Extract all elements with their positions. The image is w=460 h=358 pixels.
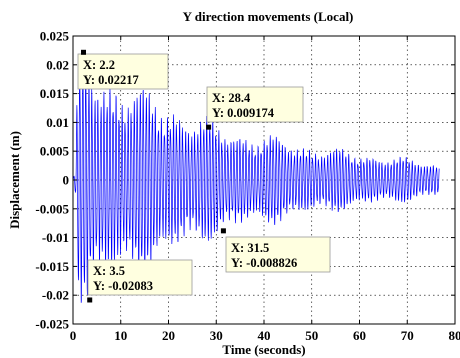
- data-tip-marker: [206, 124, 212, 130]
- x-tick-label: 60: [353, 328, 366, 343]
- data-tips: X: 2.2Y: 0.02217 X: 28.4Y: 0.009174 X: 31.…: [77, 49, 331, 303]
- data-tip-marker: [81, 49, 87, 55]
- data-tip-y-label: Y: -0.02083: [93, 279, 153, 293]
- x-tick-label: 70: [401, 328, 414, 343]
- y-axis-label: Displacement (m): [7, 131, 22, 229]
- y-tick-label: -0.015: [35, 259, 69, 274]
- data-tip-box: [77, 53, 169, 90]
- x-axis-label: Time (seconds): [222, 342, 305, 357]
- data-tip-x-label: X: 2.2: [83, 58, 115, 72]
- y-tick-label: 0.005: [40, 144, 70, 159]
- x-tick-label: 50: [305, 328, 318, 343]
- data-tip-x-label: X: 28.4: [212, 91, 251, 105]
- data-tip: X: 28.4Y: 0.009174: [206, 86, 304, 130]
- data-tip-box: [225, 236, 331, 273]
- x-tick-label: 30: [210, 328, 223, 343]
- data-tip-y-label: Y: 0.02217: [83, 73, 139, 87]
- data-tip-y-label: Y: -0.008826: [231, 256, 297, 270]
- y-tick-label: 0.015: [40, 86, 70, 101]
- data-tip-box: [206, 86, 304, 123]
- data-tip-y-label: Y: 0.009174: [212, 106, 275, 120]
- data-tip-marker: [87, 297, 93, 303]
- signal-series: [72, 52, 440, 303]
- x-tick-label: 20: [162, 328, 175, 343]
- data-tip-x-label: X: 3.5: [93, 264, 125, 278]
- data-tip-marker: [220, 228, 226, 234]
- x-tick-label: 80: [449, 328, 460, 343]
- y-tick-label: -0.025: [35, 317, 69, 332]
- data-tip: X: 31.5Y: -0.008826: [220, 228, 331, 273]
- y-tick-label: 0: [63, 173, 70, 188]
- x-tick-label: 10: [114, 328, 127, 343]
- chart-title: Y direction movements (Local): [183, 9, 354, 24]
- x-tick-labels: 0 10 20 30 40 50 60 70 80: [70, 328, 460, 343]
- displacement-line: [72, 52, 440, 303]
- x-tick-label: 40: [258, 328, 271, 343]
- data-tip-box: [87, 259, 193, 296]
- y-tick-label: 0.025: [40, 29, 70, 44]
- y-tick-label: -0.005: [35, 201, 69, 216]
- data-tip: X: 3.5Y: -0.02083: [87, 259, 193, 303]
- y-tick-label: -0.02: [42, 288, 69, 303]
- axis-ticks: [72, 35, 456, 325]
- y-tick-label: 0.01: [46, 115, 69, 130]
- data-tip-x-label: X: 31.5: [231, 241, 269, 255]
- y-tick-label: -0.01: [42, 230, 69, 245]
- y-tick-labels: -0.025 -0.02 -0.015 -0.01 -0.005 0 0.005 0.01 0.…: [35, 29, 69, 332]
- y-tick-label: 0.02: [46, 57, 69, 72]
- x-tick-label: 0: [70, 328, 77, 343]
- data-tip: X: 2.2Y: 0.02217: [77, 49, 169, 90]
